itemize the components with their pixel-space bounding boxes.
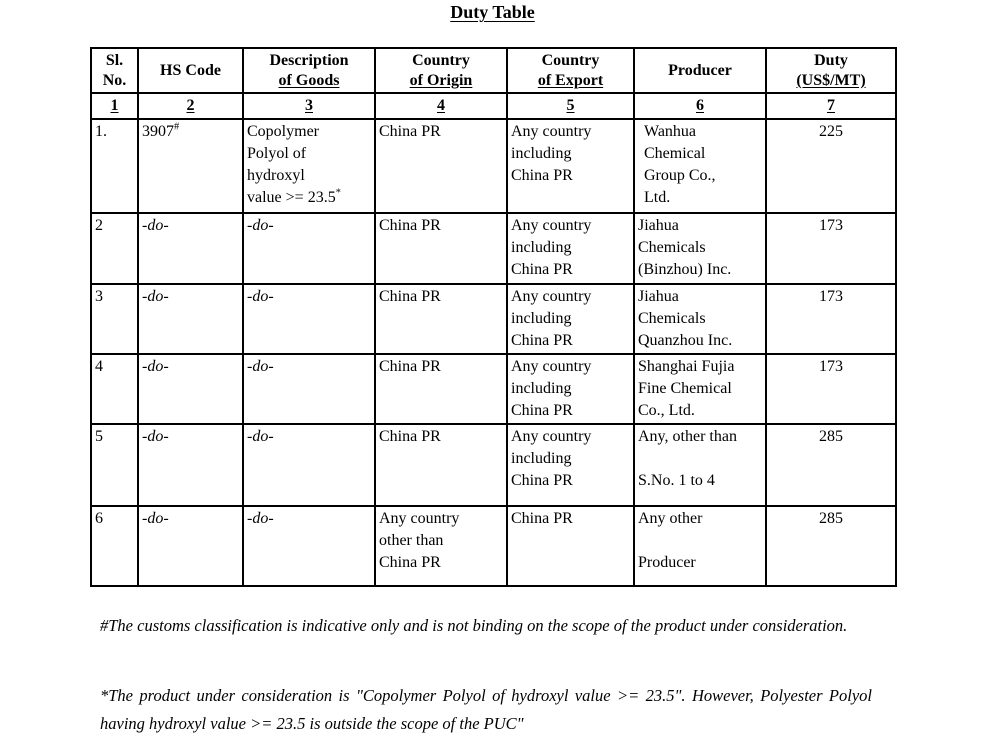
cell-duty: 173 [765, 353, 897, 425]
header-producer: Producer [633, 47, 767, 94]
cell-description: -do- [242, 212, 376, 285]
cell-hs-code: -do- [137, 212, 244, 285]
column-number: 6 [633, 92, 767, 120]
column-number: 5 [506, 92, 635, 120]
cell-country-export: Any country including China PR [506, 118, 635, 214]
cell-duty: 285 [765, 505, 897, 587]
cell-country-origin: China PR [374, 212, 508, 285]
cell-duty: 173 [765, 283, 897, 355]
table-row: 2 -do- -do- China PR Any country includi… [90, 212, 897, 285]
cell-duty: 285 [765, 423, 897, 507]
header-description: Description of Goods [242, 47, 376, 94]
cell-sl-no: 2 [90, 212, 139, 285]
cell-country-origin: China PR [374, 353, 508, 425]
cell-country-export: China PR [506, 505, 635, 587]
hash-superscript: # [174, 121, 180, 133]
cell-country-export: Any country including China PR [506, 283, 635, 355]
cell-duty: 173 [765, 212, 897, 285]
table-row: 3 -do- -do- China PR Any country includi… [90, 283, 897, 355]
cell-sl-no: 6 [90, 505, 139, 587]
column-number: 7 [765, 92, 897, 120]
header-line1: Producer [668, 61, 732, 79]
cell-producer: Any other Producer [633, 505, 767, 587]
cell-country-export: Any country including China PR [506, 423, 635, 507]
cell-hs-code: -do- [137, 505, 244, 587]
cell-producer: Jiahua Chemicals Quanzhou Inc. [633, 283, 767, 355]
footnote-customs-classification: #The customs classification is indicativ… [100, 616, 848, 635]
cell-sl-no: 4 [90, 353, 139, 425]
cell-producer: Jiahua Chemicals (Binzhou) Inc. [633, 212, 767, 285]
cell-description: -do- [242, 423, 376, 507]
header-line1: Country [541, 51, 600, 69]
cell-country-export: Any country including China PR [506, 212, 635, 285]
header-line1: Duty [814, 51, 848, 69]
page-title: Duty Table [450, 2, 535, 22]
header-line2: of Goods [278, 71, 340, 89]
header-line1: HS Code [160, 61, 221, 79]
header-line1: Description [269, 51, 349, 69]
header-line1: Country [412, 51, 470, 69]
cell-country-origin: China PR [374, 423, 508, 507]
cell-producer: Wanhua Chemical Group Co., Ltd. [633, 118, 767, 214]
cell-country-origin: Any country other than China PR [374, 505, 508, 587]
table-row: 1. 3907# Copolymer Polyol of hydroxyl va… [90, 118, 897, 214]
cell-producer: Any, other than S.No. 1 to 4 [633, 423, 767, 507]
duty-table: Sl. No. HS Code Description of Goods Cou… [90, 47, 897, 587]
cell-duty: 225 [765, 118, 897, 214]
column-number: 4 [374, 92, 508, 120]
cell-country-export: Any country including China PR [506, 353, 635, 425]
header-line1: Sl. [105, 51, 124, 69]
table-row: 6 -do- -do- Any country other than China… [90, 505, 897, 587]
cell-sl-no: 1. [90, 118, 139, 214]
cell-sl-no: 3 [90, 283, 139, 355]
header-sl-no: Sl. No. [90, 47, 139, 94]
header-country-export: Country of Export [506, 47, 635, 94]
table-row: 4 -do- -do- China PR Any country includi… [90, 353, 897, 425]
column-number: 3 [242, 92, 376, 120]
cell-producer: Shanghai Fujia Fine Chemical Co., Ltd. [633, 353, 767, 425]
column-number-row: 1 2 3 4 5 6 7 [90, 92, 897, 120]
header-line2: of Export [537, 71, 604, 89]
cell-hs-code: -do- [137, 423, 244, 507]
cell-description: -do- [242, 353, 376, 425]
footnote-product-under-consideration: *The product under consideration is "Cop… [100, 686, 872, 733]
asterisk-superscript: * [335, 187, 341, 199]
header-country-origin: Country of Origin [374, 47, 508, 94]
column-number: 2 [137, 92, 244, 120]
cell-description: -do- [242, 505, 376, 587]
header-line2: of Origin [409, 71, 473, 89]
cell-hs-code: -do- [137, 283, 244, 355]
cell-sl-no: 5 [90, 423, 139, 507]
header-duty: Duty (US$/MT) [765, 47, 897, 94]
cell-country-origin: China PR [374, 283, 508, 355]
column-number: 1 [90, 92, 139, 120]
header-hs-code: HS Code [137, 47, 244, 94]
header-line2: No. [102, 71, 127, 89]
header-line2: (US$/MT) [796, 71, 866, 89]
cell-hs-code: -do- [137, 353, 244, 425]
table-row: 5 -do- -do- China PR Any country includi… [90, 423, 897, 507]
cell-hs-code: 3907# [137, 118, 244, 214]
cell-description: -do- [242, 283, 376, 355]
header-row: Sl. No. HS Code Description of Goods Cou… [90, 47, 897, 94]
cell-description: Copolymer Polyol of hydroxyl value >= 23… [242, 118, 376, 214]
cell-country-origin: China PR [374, 118, 508, 214]
